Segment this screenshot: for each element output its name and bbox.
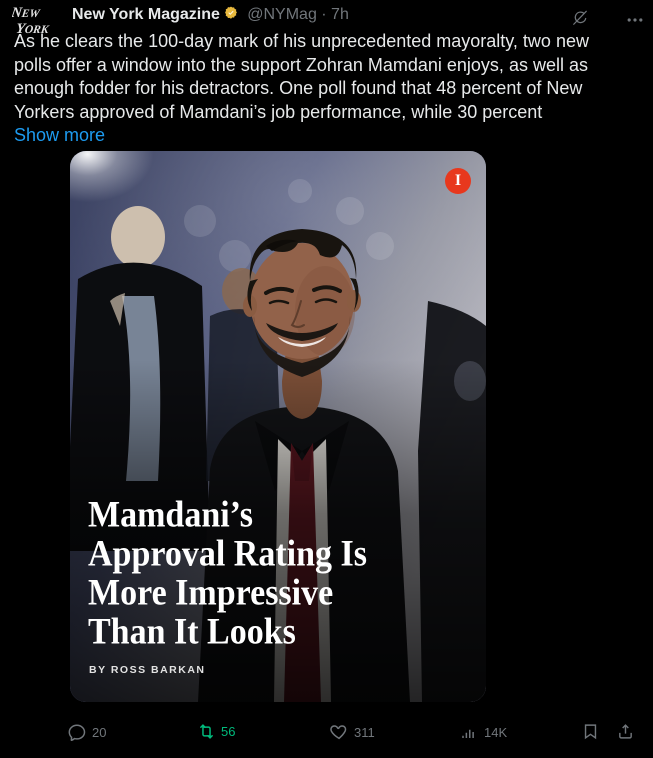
svg-text:NEW: NEW (12, 5, 42, 21)
